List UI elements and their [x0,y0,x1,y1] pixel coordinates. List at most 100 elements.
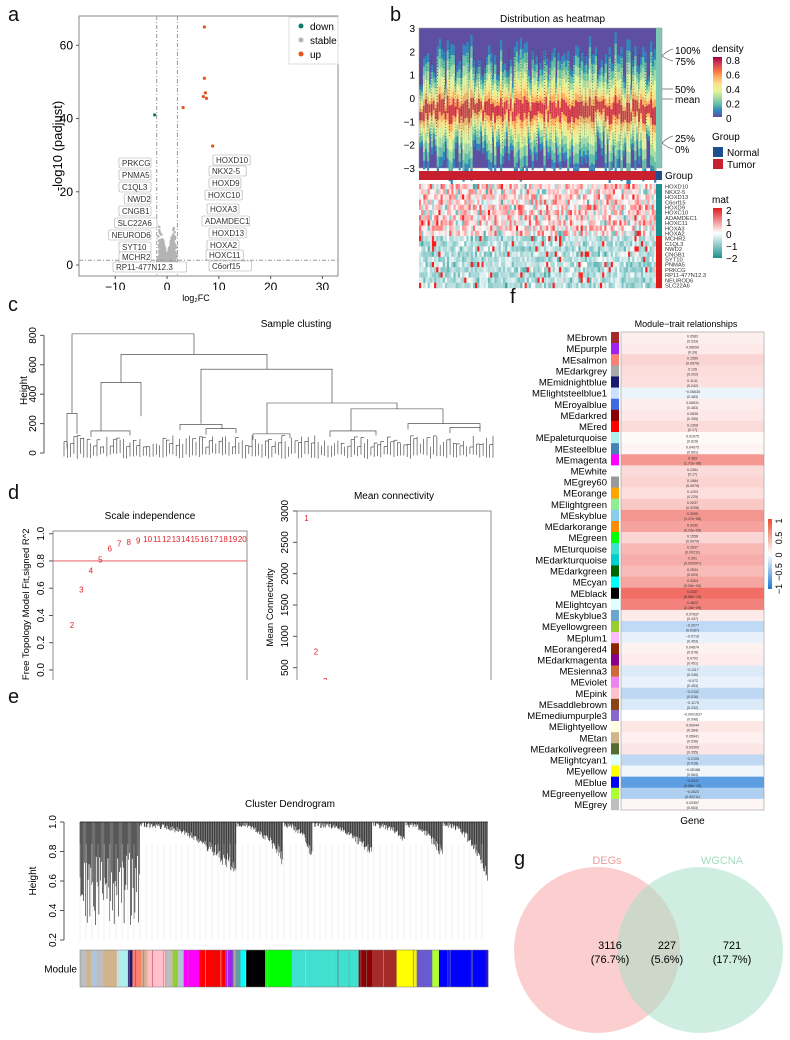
heatmap-cell [555,236,557,241]
heatmap-cell [473,236,475,241]
heatmap-cell [453,231,455,236]
heatmap-cell [535,205,537,210]
heatmap-cell [622,236,624,241]
heatmap-cell [632,215,634,220]
heatmap-cell [654,210,656,215]
heatmap-cell [434,236,436,241]
heatmap-cell [475,220,477,225]
heatmap-cell [542,194,544,199]
density-column [468,64,470,168]
heatmap-cell [529,215,531,220]
density-band [575,100,577,117]
density-band [632,99,634,111]
heatmap-cell [421,241,423,246]
heatmap-cell [499,210,501,215]
heatmap-cell [572,189,574,194]
heatmap-cell [548,226,550,231]
heatmap-cell [499,189,501,194]
heatmap-cell [436,189,438,194]
heatmap-cell-normal [656,184,662,189]
heatmap-cell [527,231,529,236]
heatmap-cell [566,226,568,231]
heatmap-cell [628,189,630,194]
heatmap-cell [544,210,546,215]
heatmap-cell [647,226,649,231]
heatmap-cell [425,236,427,241]
heatmap-cell [434,184,436,189]
heatmap-cell [432,220,434,225]
heatmap-cell [456,210,458,215]
heatmap-cell [570,189,572,194]
panel-a-volcano: a −1001020300204060log2FC-log10 (padjust… [0,0,390,290]
heatmap-cell [563,194,565,199]
heatmap-cell [453,200,455,205]
density-tick-label: 0 [726,114,732,125]
density-column [518,55,520,158]
heatmap-cell [527,205,529,210]
heatmap-cell [486,184,488,189]
density-band [628,103,630,123]
heatmap-cell [425,200,427,205]
heatmap-cell [484,220,486,225]
heatmap-cell [512,231,514,236]
panel-label-b: b [390,4,401,27]
heatmap-cell [628,210,630,215]
heatmap-cell [471,220,473,225]
density-band [462,104,464,123]
heatmap-cell [576,236,578,241]
distribution-heatmap: Distribution as heatmap3210−1−2−3100%75%… [390,0,790,290]
quantile-label: 75% [675,57,695,68]
density-column [601,60,603,156]
heatmap-cell [428,194,430,199]
density-band [549,101,551,114]
gene-label: MCHR2 [122,253,151,262]
heatmap-cell [432,241,434,246]
heatmap-cell [447,231,449,236]
heatmap-cell [615,200,617,205]
heatmap-cell [486,231,488,236]
heatmap-cell [434,205,436,210]
heatmap-cell [494,215,496,220]
heatmap-cell [462,189,464,194]
heatmap-cell [533,226,535,231]
heatmap-cell [453,189,455,194]
heatmap-cell [419,189,421,194]
heatmap-cell [460,200,462,205]
heatmap-cell [619,205,621,210]
heatmap-cell [520,189,522,194]
heatmap-cell [606,210,608,215]
density-column [516,41,518,172]
heatmap-cell [531,200,533,205]
heatmap-cell [619,210,621,215]
heatmap-cell [596,200,598,205]
heatmap-cell [477,215,479,220]
density-band [437,102,439,120]
density-column [557,53,559,164]
heatmap-cell [484,241,486,246]
heatmap-cell [645,184,647,189]
heatmap-cell [462,205,464,210]
heatmap-cell [594,205,596,210]
heatmap-cell [529,189,531,194]
heatmap-cell [617,210,619,215]
heatmap-cell [516,236,518,241]
heatmap-cell [622,200,624,205]
heatmap-cell [568,215,570,220]
heatmap-cell [589,189,591,194]
legend-label-up: up [310,50,322,61]
heatmap-cell [499,241,501,246]
heatmap-cell [544,215,546,220]
heatmap-cell [484,231,486,236]
gene-label: PRKCG [122,159,150,168]
heatmap-cell [596,184,598,189]
heatmap-cell [436,220,438,225]
heatmap-cell [578,210,580,215]
heatmap-cell [486,236,488,241]
heatmap-cell [563,231,565,236]
heatmap-cell [479,200,481,205]
heatmap-cell [589,236,591,241]
density-band [630,112,632,121]
heatmap-cell [628,220,630,225]
heatmap-cell [503,236,505,241]
density-column [421,87,423,145]
